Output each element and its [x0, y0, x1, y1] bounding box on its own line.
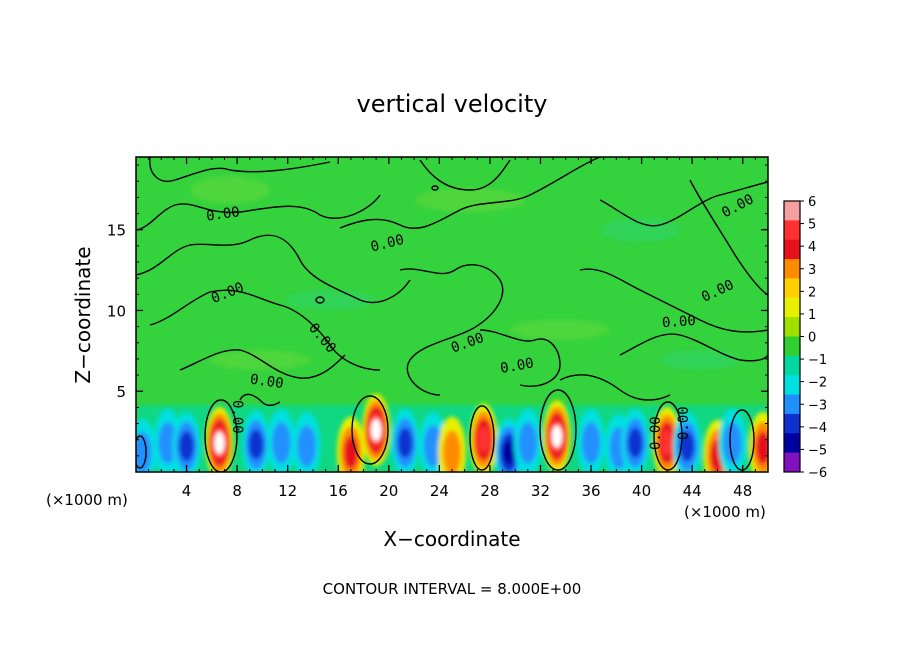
velocity-cell [391, 408, 420, 472]
colorbar-swatch [784, 452, 800, 473]
x-tick-label: 28 [480, 482, 499, 500]
velocity-cell [336, 416, 365, 472]
colorbar-swatch [784, 375, 800, 396]
colorbar-tick-label: 6 [808, 195, 816, 210]
colorbar-tick-label: 1 [808, 308, 816, 323]
colorbar-swatch [784, 297, 800, 318]
contour-label: 0.00 [249, 372, 285, 393]
x-tick-label: 44 [683, 482, 702, 500]
colorbar-swatch [784, 220, 800, 241]
x-tick-label: 20 [379, 482, 398, 500]
y-axis-label: Z−coordinate [71, 246, 95, 383]
velocity-cell [292, 412, 321, 472]
x-tick-label: 8 [232, 482, 242, 500]
z-tick-label: 5 [116, 383, 126, 401]
colorbar-swatch [784, 336, 800, 357]
z-axis: 5 10 15 [107, 164, 768, 457]
colorbar-tick-label: 0 [808, 331, 816, 346]
contour-label: 0.00 [499, 355, 535, 377]
colorbar-tick-label: −3 [808, 398, 827, 413]
x-tick-label: 48 [733, 482, 752, 500]
x-unit-left: (×1000 m) [46, 491, 128, 509]
contour-label: 0.00 [648, 416, 664, 450]
colorbar-tick-label: −4 [808, 421, 827, 436]
colorbar-swatch [784, 278, 800, 299]
colorbar-swatch [784, 201, 800, 221]
contour-label: 0.00 [205, 204, 241, 225]
colorbar: 6 5 4 3 2 1 0 −1 −2 −3 −4 −5 −6 [783, 195, 827, 481]
colorbar-tick-label: 3 [808, 263, 816, 278]
colorbar-tick-label: 2 [808, 285, 816, 300]
colorbar-tick-label: −1 [808, 353, 827, 368]
contour-label: 0.00 [369, 232, 406, 256]
contour-lines [136, 157, 768, 472]
x-tick-label: 4 [182, 482, 192, 500]
x-tick-label: 16 [329, 482, 348, 500]
colorbar-tick-label: −6 [808, 466, 827, 481]
z-tick-label: 10 [107, 302, 126, 320]
contour-interval-note: CONTOUR INTERVAL = 8.000E+00 [323, 580, 582, 598]
colorbar-tick-label: 5 [808, 218, 816, 233]
velocity-cell [748, 411, 768, 472]
colorbar-swatch [784, 433, 800, 454]
colorbar-swatch [784, 413, 800, 434]
chart-title: vertical velocity [357, 90, 548, 118]
x-tick-label: 40 [632, 482, 651, 500]
x-unit-right: (×1000 m) [684, 503, 766, 521]
velocity-cell [267, 408, 296, 472]
z-tick-label: 15 [107, 222, 126, 240]
velocity-cell [438, 416, 466, 472]
x-axis: 4 8 12 16 20 24 28 32 36 40 44 48 [148, 157, 756, 500]
contour-label: 0.00 [662, 313, 697, 331]
plot-area [136, 157, 768, 472]
colorbar-swatch [784, 239, 800, 260]
velocity-cell [718, 408, 747, 472]
contour-label: 0.00 [229, 400, 245, 434]
velocity-cell [362, 394, 391, 466]
x-tick-label: 36 [581, 482, 600, 500]
colorbar-swatch [784, 355, 800, 376]
x-tick-label: 32 [531, 482, 550, 500]
colorbar-swatch [784, 394, 800, 415]
velocity-cell [621, 408, 650, 472]
velocity-cell [577, 408, 606, 472]
velocity-cell [205, 406, 234, 472]
colorbar-tick-label: −2 [808, 376, 827, 391]
x-axis-label: X−coordinate [383, 527, 520, 551]
contour-label: 0.00 [676, 406, 692, 440]
velocity-cell [172, 412, 201, 472]
colorbar-swatch [784, 259, 800, 279]
velocity-cell [542, 400, 571, 472]
x-tick-label: 24 [430, 482, 449, 500]
velocity-cell [136, 418, 157, 472]
colorbar-swatch [784, 317, 800, 337]
colorbar-tick-label: 4 [808, 240, 816, 255]
velocity-cell [469, 403, 498, 472]
colorbar-tick-label: −5 [808, 443, 827, 458]
velocity-cell [242, 410, 271, 472]
x-tick-label: 12 [278, 482, 297, 500]
velocity-cell [513, 408, 542, 472]
